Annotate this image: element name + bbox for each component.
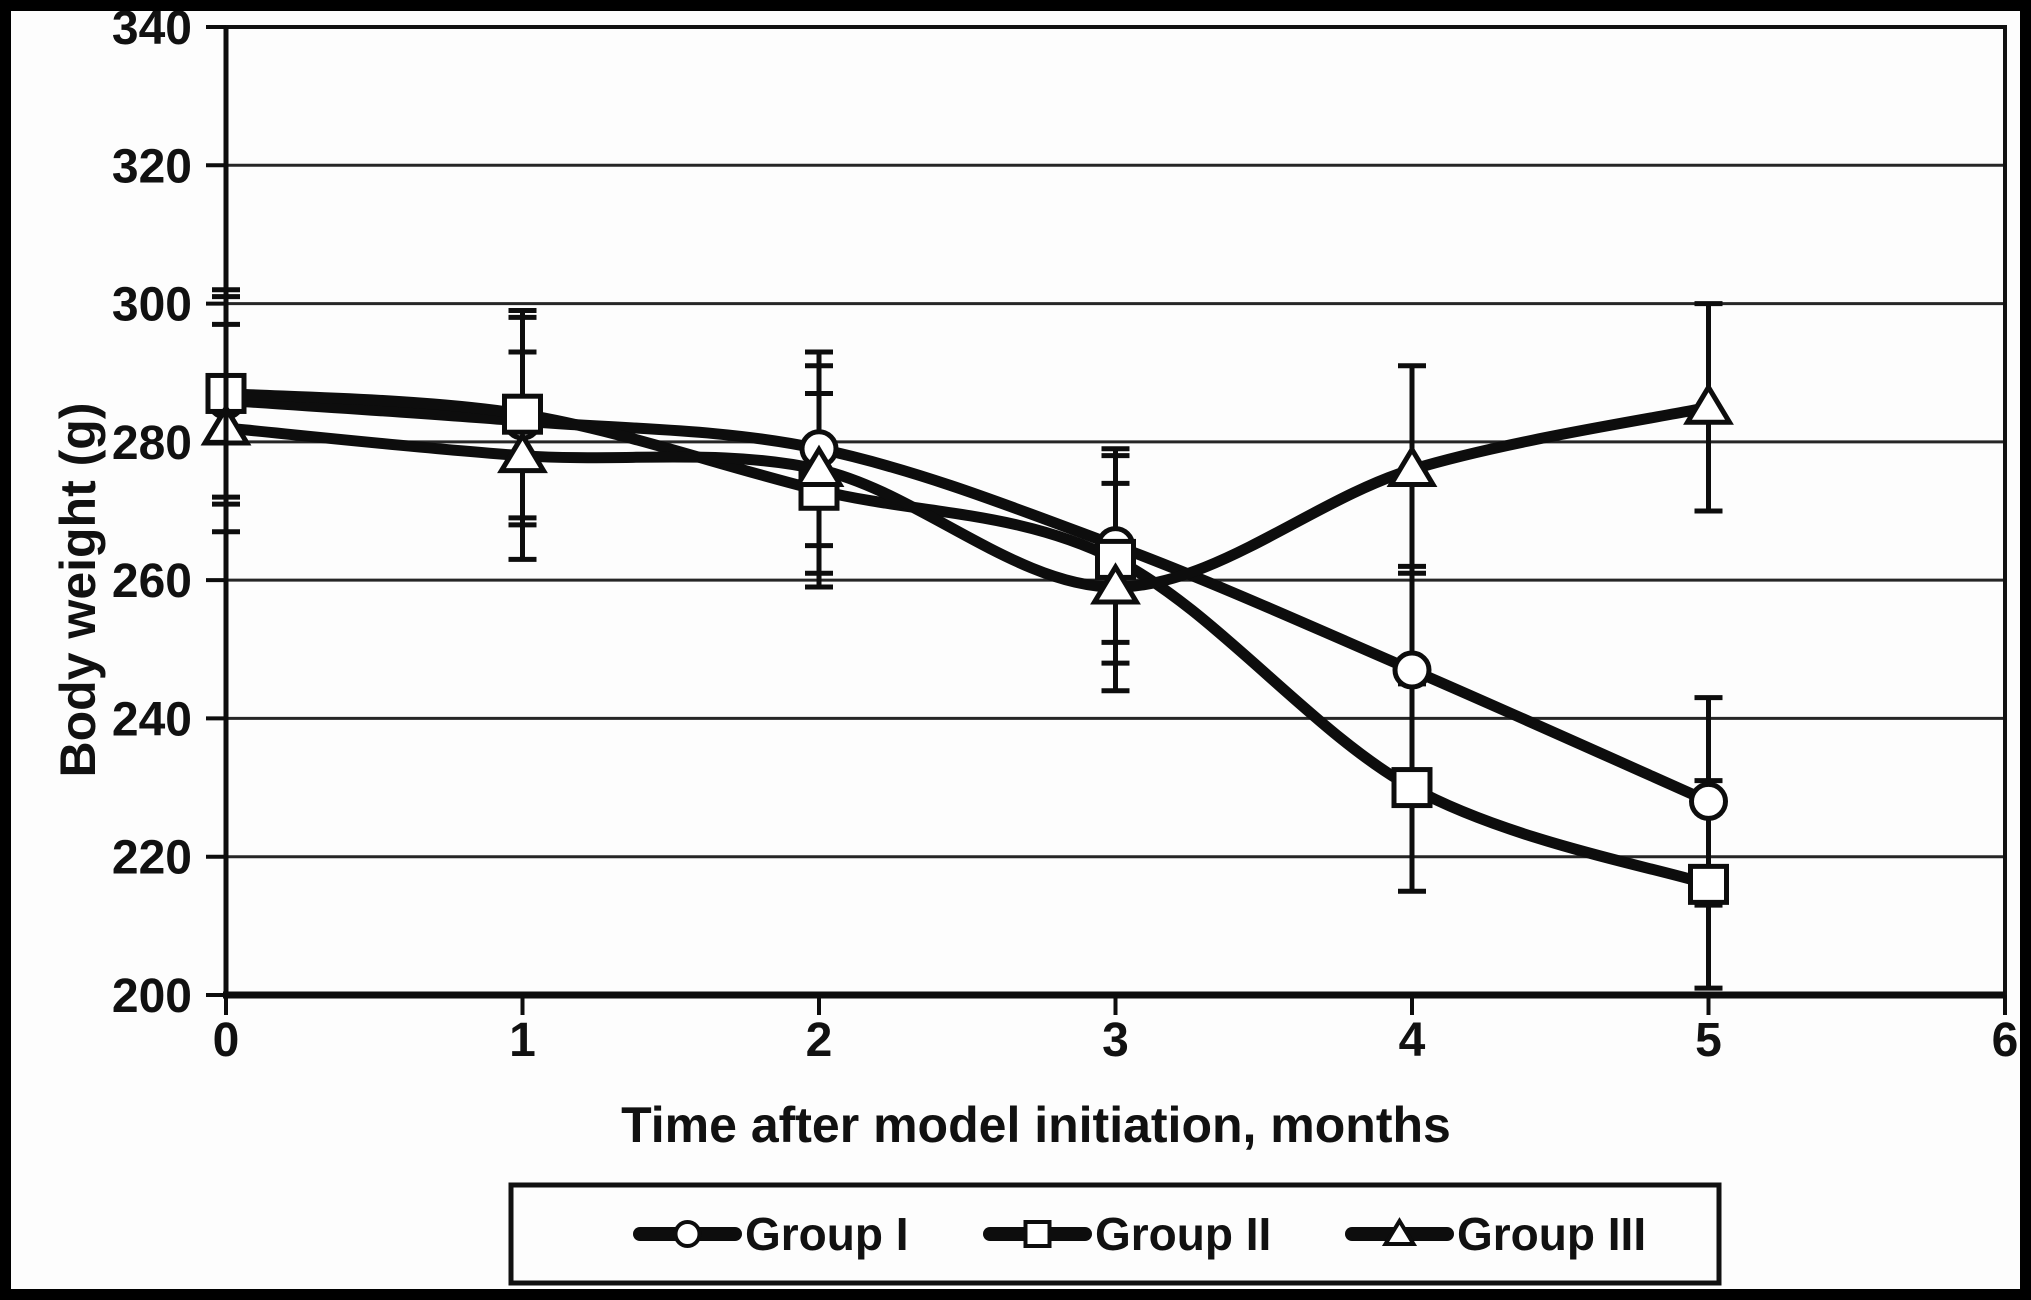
series-lines <box>220 387 1714 890</box>
legend-entry-group-i: Group I <box>633 1208 909 1260</box>
x-tick-label-3: 3 <box>1102 1014 1129 1067</box>
marker-triangle-group-iii-month-3 <box>1090 562 1141 605</box>
legend: Group I Group II Group III <box>508 1182 1722 1286</box>
legend-marker-circle <box>673 1220 702 1248</box>
marker-triangle-group-iii-month-2 <box>793 444 845 488</box>
marker-square-group-ii-month-4 <box>1391 767 1433 809</box>
marker-triangle-group-iii-month-5 <box>1683 382 1734 425</box>
x-tick-label-6: 6 <box>1992 1014 2019 1067</box>
y-tick-label-300: 300 <box>112 279 192 332</box>
x-tick-label-5: 5 <box>1695 1014 1722 1067</box>
x-tick-label-0: 0 <box>213 1014 240 1067</box>
legend-label-group-iii: Group III <box>1457 1208 1646 1260</box>
legend-marker-square <box>1023 1220 1052 1248</box>
marker-triangle-group-iii-month-1 <box>497 430 548 474</box>
x-tick-label-1: 1 <box>509 1014 536 1067</box>
marker-circle-group-i-month-5 <box>1689 781 1728 821</box>
y-tick-label-220: 220 <box>112 832 192 885</box>
series-line-group-iii <box>220 401 1714 593</box>
marker-square-group-ii-month-1 <box>502 393 543 435</box>
legend-label-group-i: Group I <box>745 1208 909 1260</box>
marker-square-group-ii-month-5 <box>1688 863 1729 905</box>
series-line-group-ii <box>220 387 1714 890</box>
marker-circle-group-i-month-4 <box>1392 650 1432 690</box>
y-tick-label-320: 320 <box>112 140 192 193</box>
series-line-group-i <box>220 394 1714 807</box>
y-tick-label-280: 280 <box>112 417 192 470</box>
legend-entry-group-ii: Group II <box>983 1208 1271 1260</box>
legend-marker-triangle <box>1381 1217 1418 1246</box>
axis-ticks <box>206 25 2007 1015</box>
x-tick-label-2: 2 <box>806 1014 833 1067</box>
series-markers <box>200 372 1734 905</box>
y-tick-label-240: 240 <box>112 693 192 746</box>
y-tick-label-200: 200 <box>112 970 192 1023</box>
marker-triangle-group-iii-month-4 <box>1386 444 1438 488</box>
x-axis-title: Time after model initiation, months <box>621 1097 1451 1153</box>
x-tick-label-4: 4 <box>1399 1014 1426 1067</box>
y-axis-title: Body weight (g) <box>50 403 106 778</box>
legend-label-group-ii: Group II <box>1095 1208 1271 1260</box>
legend-entry-group-iii: Group III <box>1345 1208 1646 1260</box>
y-tick-label-260: 260 <box>112 555 192 608</box>
